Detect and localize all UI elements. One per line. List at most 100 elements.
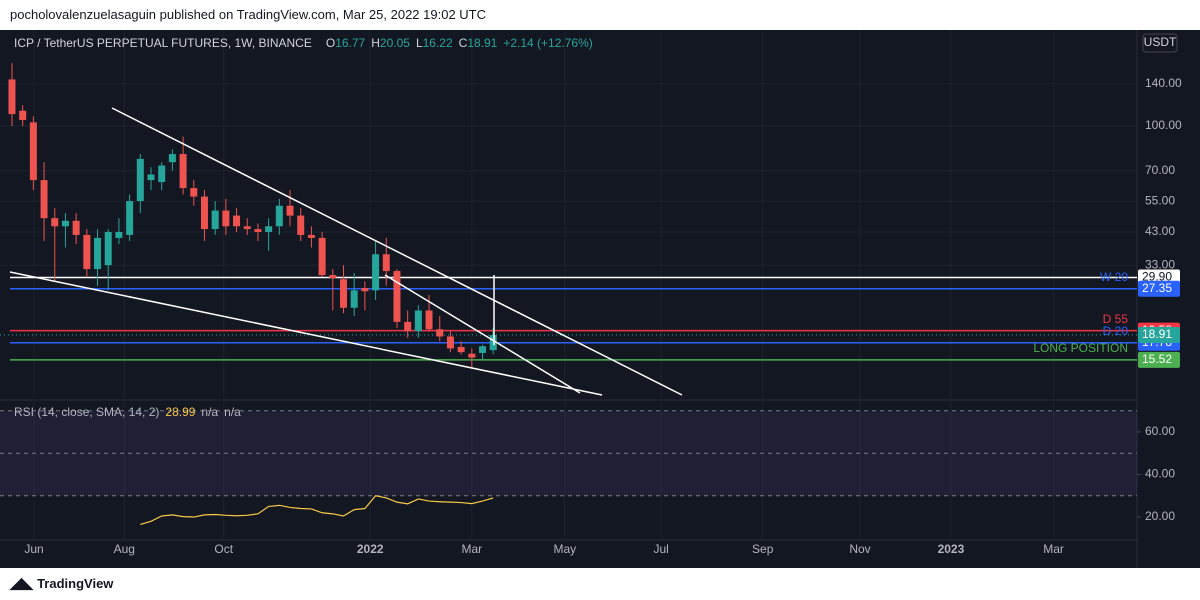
y-tick-label: 70.00 [1145,163,1175,177]
change: +2.14 (+12.76%) [503,36,593,50]
candle-body [115,231,123,238]
candle-body [393,271,401,322]
candle-body [243,226,251,230]
y-tick-label: 100.00 [1145,118,1182,132]
x-tick-label: Nov [849,542,870,556]
candle-body [425,310,433,330]
ohlc-value: 16.22 [422,36,453,50]
y-tick-label: 43.00 [1145,224,1175,238]
candle-body [297,215,305,235]
candle-body [446,336,454,349]
candle-body [83,234,91,270]
symbol-legend: ICP / TetherUS PERPETUAL FUTURES, 1W, BI… [14,34,593,52]
candle-body [94,237,102,270]
chart-background [0,30,1200,568]
currency-label: USDT [1144,35,1177,49]
candle-body [104,231,112,266]
ohlc-key: L [415,36,423,50]
x-tick-label: Jun [24,542,43,556]
candle-body [372,254,380,291]
candle-body [200,196,208,230]
level-name: W 20 [1100,270,1128,284]
candle-body [51,218,59,227]
currency-button[interactable] [1142,33,1178,53]
candle-body [72,220,80,235]
x-tick-label: Jul [653,542,668,556]
ohlc-value: 20.05 [379,36,410,50]
candle-body [404,321,412,332]
x-tick-label: Oct [214,542,233,556]
price-box-label: 27.35 [1142,281,1172,295]
rsi-tick-label: 60.00 [1145,424,1175,438]
candle-body [265,226,273,232]
trend-lines [9,107,683,396]
x-tick-label: Sep [752,542,774,556]
trend-line [384,274,581,394]
candle-body [254,229,262,232]
candle-body [19,110,27,120]
candle-body [275,205,283,227]
rsi-na: n/a [201,405,219,419]
level-name: D 20 [1103,324,1129,338]
ohlc-key: O [325,36,336,50]
logo-icon: ◢◣ [10,575,34,592]
price-box [1138,327,1180,344]
candle-body [436,329,444,337]
publish-header: pocholovalenzuelasaguin published on Tra… [0,0,1200,30]
candle-body [233,215,241,227]
trend-line [111,107,683,396]
candle-body [147,174,155,181]
candle-body [361,288,369,292]
candle-body [489,335,497,351]
x-tick-label: 2023 [938,542,965,556]
candle-body [479,346,487,353]
footer: ◢◣ TradingView [0,568,1200,600]
chart: USDT 140.00 100.00 70.00 55.00 43.00 33.00 Jun… [0,30,1200,568]
candle-body [40,180,48,219]
rsi-value: 28.99 [165,405,196,419]
ohlc-key: C [458,36,468,50]
candle-body [211,210,219,230]
candle-body [179,154,187,189]
rsi-title: RSI (14, close, SMA, 14, 2) [14,405,160,419]
candle-body [286,205,294,216]
candle-body [339,279,347,308]
trend-line [9,271,603,396]
rsi-tick-label: 40.00 [1145,467,1175,481]
candle-body [126,201,134,235]
candle-body [457,346,465,353]
price-box [1138,280,1180,297]
rsi-legend: RSI (14, close, SMA, 14, 2) 28.99 n/a n/a [14,403,247,421]
candle-body [158,165,166,183]
current-price-label: 18.91 [1142,327,1172,341]
x-tick-label: 2022 [357,542,384,556]
rsi-na: n/a [224,405,241,419]
candle-body [168,154,176,163]
symbol-title: ICP / TetherUS PERPETUAL FUTURES, 1W, BI… [14,36,312,50]
price-box-label: 15.52 [1142,352,1172,366]
x-tick-label: Mar [1043,542,1064,556]
ohlc-key: H [371,36,380,50]
price-box [1138,351,1180,368]
y-tick-label: 55.00 [1145,193,1175,207]
candle-body [8,79,16,115]
x-tick-label: Aug [114,542,135,556]
level-name: D 55 [1103,312,1129,326]
y-tick-label: 33.00 [1145,257,1175,271]
candle-body [29,122,37,181]
candle-body [61,220,69,227]
price-box-label: 29.90 [1142,270,1172,284]
ohlc-value: 18.91 [467,36,498,50]
x-tick-label: May [554,542,577,556]
candle-body [329,275,337,278]
candle-body [318,237,326,276]
candle-body [307,234,315,238]
candle-body [468,353,476,358]
level-name: LONG POSITION [1033,341,1128,355]
ohlc-value: 16.77 [335,36,366,50]
candle-body [382,254,390,272]
candle-body [414,310,422,332]
y-tick-label: 140.00 [1145,76,1182,90]
candle-body [350,290,358,308]
